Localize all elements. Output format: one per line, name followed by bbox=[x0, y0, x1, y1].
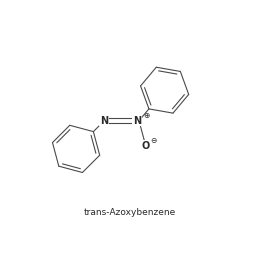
Text: ⊕: ⊕ bbox=[143, 111, 149, 120]
Text: O: O bbox=[141, 141, 150, 151]
Text: ⊖: ⊖ bbox=[150, 136, 157, 145]
Text: trans‑Azoxybenzene: trans‑Azoxybenzene bbox=[84, 207, 176, 216]
Text: N: N bbox=[133, 116, 141, 126]
Text: N: N bbox=[100, 116, 108, 126]
